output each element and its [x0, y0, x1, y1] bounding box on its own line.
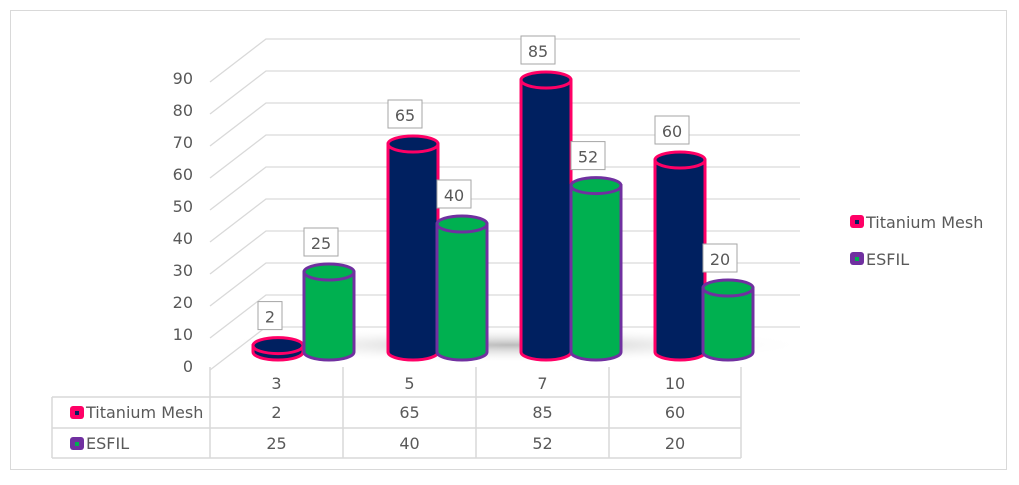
bar-esfil-3	[302, 262, 356, 362]
y-tick-label: 60	[173, 165, 193, 184]
data-label-box	[702, 243, 738, 273]
data-label-box	[387, 99, 423, 129]
bar-esfil-10	[701, 278, 755, 362]
x-category-label: 3	[271, 374, 281, 393]
x-category-label: 10	[665, 374, 685, 393]
data-label: 20	[710, 250, 730, 269]
table-legend-key-inner	[75, 411, 79, 415]
data-label: 52	[578, 148, 598, 167]
data-label: 40	[444, 186, 464, 205]
data-label-box	[570, 141, 606, 171]
table-cell: 65	[399, 403, 419, 422]
cylinder-top	[435, 214, 489, 234]
legend-key-inner	[855, 257, 859, 261]
bar-titanium-mesh-5	[386, 134, 440, 362]
table-cell: 60	[665, 403, 685, 422]
cylinder-body	[701, 286, 755, 362]
cylinder-top	[519, 70, 573, 90]
y-tick-label: 70	[173, 133, 193, 152]
gridline	[209, 102, 800, 147]
data-label: 25	[311, 234, 331, 253]
bar-titanium-mesh-3	[251, 336, 305, 362]
data-label-box	[303, 227, 339, 257]
bar-esfil-5	[435, 214, 489, 362]
cylinder-body	[519, 78, 573, 362]
cylinder-top	[386, 134, 440, 154]
legend-label: Titanium Mesh	[865, 213, 983, 232]
y-tick-label: 0	[183, 357, 193, 376]
x-category-label: 5	[404, 374, 414, 393]
gridline	[209, 70, 800, 115]
bar-esfil-7	[569, 176, 623, 362]
cylinder-top	[302, 262, 356, 282]
y-tick-label: 90	[173, 69, 193, 88]
cylinder-top	[653, 150, 707, 170]
data-label-box	[520, 35, 556, 65]
gridline	[209, 38, 800, 83]
cylinder-body	[302, 270, 356, 362]
data-label: 65	[395, 106, 415, 125]
data-label: 85	[528, 42, 548, 61]
table-series-name: ESFIL	[86, 434, 129, 453]
cylinder-body	[435, 222, 489, 362]
table-legend-key-inner	[75, 442, 79, 446]
table-cell: 52	[532, 434, 552, 453]
y-tick-label: 80	[173, 101, 193, 120]
cylinder-top	[251, 336, 305, 356]
legend-key-inner	[855, 220, 859, 224]
table-cell: 25	[266, 434, 286, 453]
y-tick-label: 40	[173, 229, 193, 248]
cylinder-body	[386, 142, 440, 362]
data-label: 2	[265, 308, 275, 327]
y-tick-label: 20	[173, 293, 193, 312]
chart-border	[10, 10, 1007, 470]
x-category-label: 7	[537, 374, 547, 393]
cylinder-body	[569, 184, 623, 362]
data-label-box	[257, 301, 283, 331]
data-label-box	[654, 115, 690, 145]
table-cell: 85	[532, 403, 552, 422]
bar-titanium-mesh-7	[519, 70, 573, 362]
table-cell: 2	[271, 403, 281, 422]
table-series-name: Titanium Mesh	[85, 403, 203, 422]
y-tick-label: 30	[173, 261, 193, 280]
y-tick-label: 50	[173, 197, 193, 216]
cylinder-top	[701, 278, 755, 298]
bar-titanium-mesh-10	[653, 150, 707, 362]
gridline	[209, 166, 800, 211]
gridline	[209, 134, 800, 179]
data-label: 60	[662, 122, 682, 141]
legend-label: ESFIL	[866, 250, 909, 269]
data-label-box	[436, 179, 472, 209]
y-tick-label: 10	[173, 325, 193, 344]
table-cell: 20	[665, 434, 685, 453]
table-cell: 40	[399, 434, 419, 453]
cylinder-top	[569, 176, 623, 196]
cylinder-body	[653, 158, 707, 362]
